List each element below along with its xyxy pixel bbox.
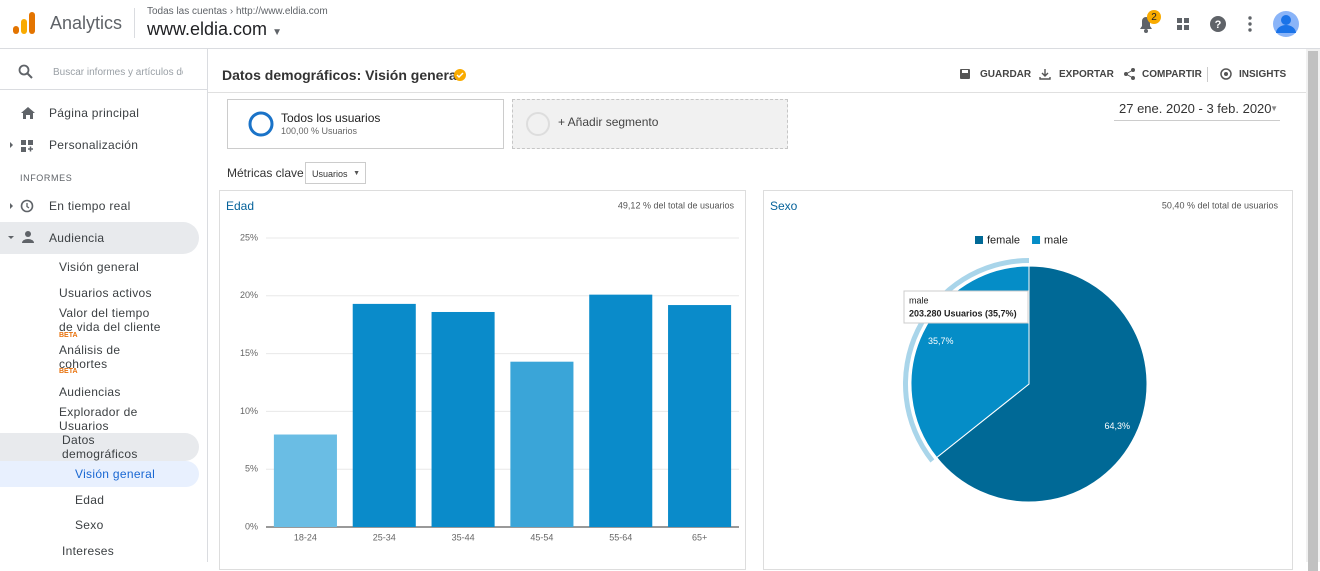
nav-subitem[interactable]: Datos demográficos xyxy=(62,433,138,461)
legend-label: male xyxy=(1044,234,1068,246)
divider xyxy=(134,8,135,38)
legend-swatch xyxy=(975,236,983,244)
metrics-label: Métricas clave xyxy=(227,166,304,180)
add-segment-ring xyxy=(526,112,550,136)
nav-subitem[interactable]: Usuarios activos xyxy=(59,286,152,300)
chart-title: Edad xyxy=(226,199,254,213)
nav-subitem[interactable]: Audiencias xyxy=(59,385,121,399)
nav-subitem[interactable]: Valor del tiempo de vida del cliente xyxy=(59,306,161,334)
add-segment[interactable] xyxy=(512,99,788,149)
divider xyxy=(0,89,207,90)
apps-icon[interactable] xyxy=(1177,18,1189,30)
scrollbar[interactable] xyxy=(1306,49,1320,571)
bar xyxy=(589,294,653,527)
scrollbar-thumb[interactable] xyxy=(1308,51,1318,571)
product-name: Analytics xyxy=(50,13,123,33)
y-tick-label: 10% xyxy=(240,406,258,416)
pie-chart: Sexo 50,40 % del total de usuarios 64,3% 35… xyxy=(763,190,1293,570)
active-group xyxy=(0,222,199,254)
nav-item[interactable]: Personalización xyxy=(49,138,139,152)
nav-subitem[interactable]: Edad xyxy=(75,493,105,507)
x-tick-label: 55-64 xyxy=(609,532,632,542)
header-icons: 2 ? xyxy=(1140,10,1299,37)
action-button[interactable]: EXPORTAR xyxy=(1059,69,1114,80)
chart-title: Sexo xyxy=(770,199,798,213)
bar xyxy=(352,303,416,527)
y-tick-label: 20% xyxy=(240,290,258,300)
verified-icon xyxy=(454,69,466,81)
section-label: INFORMES xyxy=(20,173,73,183)
legend-label: female xyxy=(987,234,1020,246)
segment-detail: 100,00 % Usuarios xyxy=(281,126,358,136)
menu-icon[interactable] xyxy=(1248,16,1252,32)
y-tick-label: 0% xyxy=(245,521,258,531)
date-range-text: 27 ene. 2020 - 3 feb. 2020 xyxy=(1119,101,1272,116)
breadcrumb[interactable]: Todas las cuentas › http://www.eldia.com xyxy=(147,6,328,17)
segment-ring xyxy=(248,111,274,137)
nav-icons xyxy=(8,107,35,243)
bar-chart: Edad 49,12 % del total de usuarios 0% 5% 10%… xyxy=(219,190,746,570)
header xyxy=(0,0,1320,49)
tooltip-text: 203.280 Usuarios (35,7%) xyxy=(909,308,1017,318)
nav-subitem-active[interactable]: Visión general xyxy=(75,467,156,481)
logo xyxy=(13,12,35,34)
metrics-value: Usuarios xyxy=(312,169,348,179)
tooltip-title: male xyxy=(909,295,929,305)
notifications[interactable]: 2 xyxy=(1140,10,1161,33)
nav-subitem[interactable]: Visión general xyxy=(59,260,140,274)
toolbar xyxy=(208,49,1306,93)
x-tick-label: 25-34 xyxy=(373,532,396,542)
bar xyxy=(431,311,495,527)
nav-item[interactable]: Página principal xyxy=(49,106,140,120)
action-button[interactable]: GUARDAR xyxy=(980,69,1032,80)
nav-subitem[interactable]: Explorador de Usuarios xyxy=(59,405,138,433)
report-title: Datos demográficos: Visión general xyxy=(222,67,461,83)
slice-label: 35,7% xyxy=(928,336,954,346)
active-group xyxy=(0,433,199,461)
svg-text:?: ? xyxy=(1215,19,1222,31)
bar xyxy=(273,434,337,527)
bar xyxy=(510,361,574,527)
bar xyxy=(668,305,732,527)
action-icons xyxy=(960,67,1232,82)
nav-item[interactable]: En tiempo real xyxy=(49,199,131,213)
metrics-select[interactable]: Usuarios ▼ xyxy=(305,162,366,184)
nav-subitem[interactable]: Intereses xyxy=(62,544,115,558)
breadcrumb-property[interactable]: http://www.eldia.com xyxy=(235,6,328,17)
legend-swatch xyxy=(1032,236,1041,244)
x-tick-label: 65+ xyxy=(692,532,707,542)
y-tick-label: 25% xyxy=(240,232,258,242)
beta-badge: BETA xyxy=(59,368,78,375)
pie-slice xyxy=(935,265,1148,503)
y-tick-label: 15% xyxy=(240,348,258,358)
action-button[interactable]: COMPARTIR xyxy=(1142,69,1202,80)
add-segment-label: + Añadir segmento xyxy=(558,115,659,129)
nav-subitem[interactable]: Análisis de cohortes xyxy=(59,343,121,371)
segment-name: Todos los usuarios xyxy=(281,111,381,125)
sidebar xyxy=(0,49,208,562)
property-selector[interactable]: www.eldia.com ▼ xyxy=(147,19,282,39)
slice-label: 64,3% xyxy=(1105,421,1131,431)
x-tick-label: 45-54 xyxy=(530,532,553,542)
y-tick-label: 5% xyxy=(245,464,258,474)
notification-count: 2 xyxy=(1151,12,1157,23)
help-icon[interactable]: ? xyxy=(1210,16,1226,32)
active-item xyxy=(0,461,199,487)
search-icon xyxy=(18,64,33,79)
nav-item[interactable]: Audiencia xyxy=(49,231,105,245)
chart-annotation: 50,40 % del total de usuarios xyxy=(1162,200,1279,210)
breadcrumb-account[interactable]: Todas las cuentas xyxy=(147,6,228,17)
tooltip-box xyxy=(903,290,1029,324)
action-button[interactable]: INSIGHTS xyxy=(1239,69,1287,80)
search-input[interactable]: Buscar informes y artículos de xyxy=(53,67,183,78)
chart-annotation: 49,12 % del total de usuarios xyxy=(618,200,735,210)
nav-subitem[interactable]: Sexo xyxy=(75,518,104,532)
x-tick-label: 35-44 xyxy=(452,532,475,542)
beta-badge: BETA xyxy=(59,332,78,339)
x-tick-label: 18-24 xyxy=(294,532,317,542)
date-range[interactable]: 27 ene. 2020 - 3 feb. 2020 ▼ xyxy=(1114,101,1280,121)
property-name: www.eldia.com xyxy=(147,19,268,39)
avatar[interactable] xyxy=(1273,11,1299,37)
